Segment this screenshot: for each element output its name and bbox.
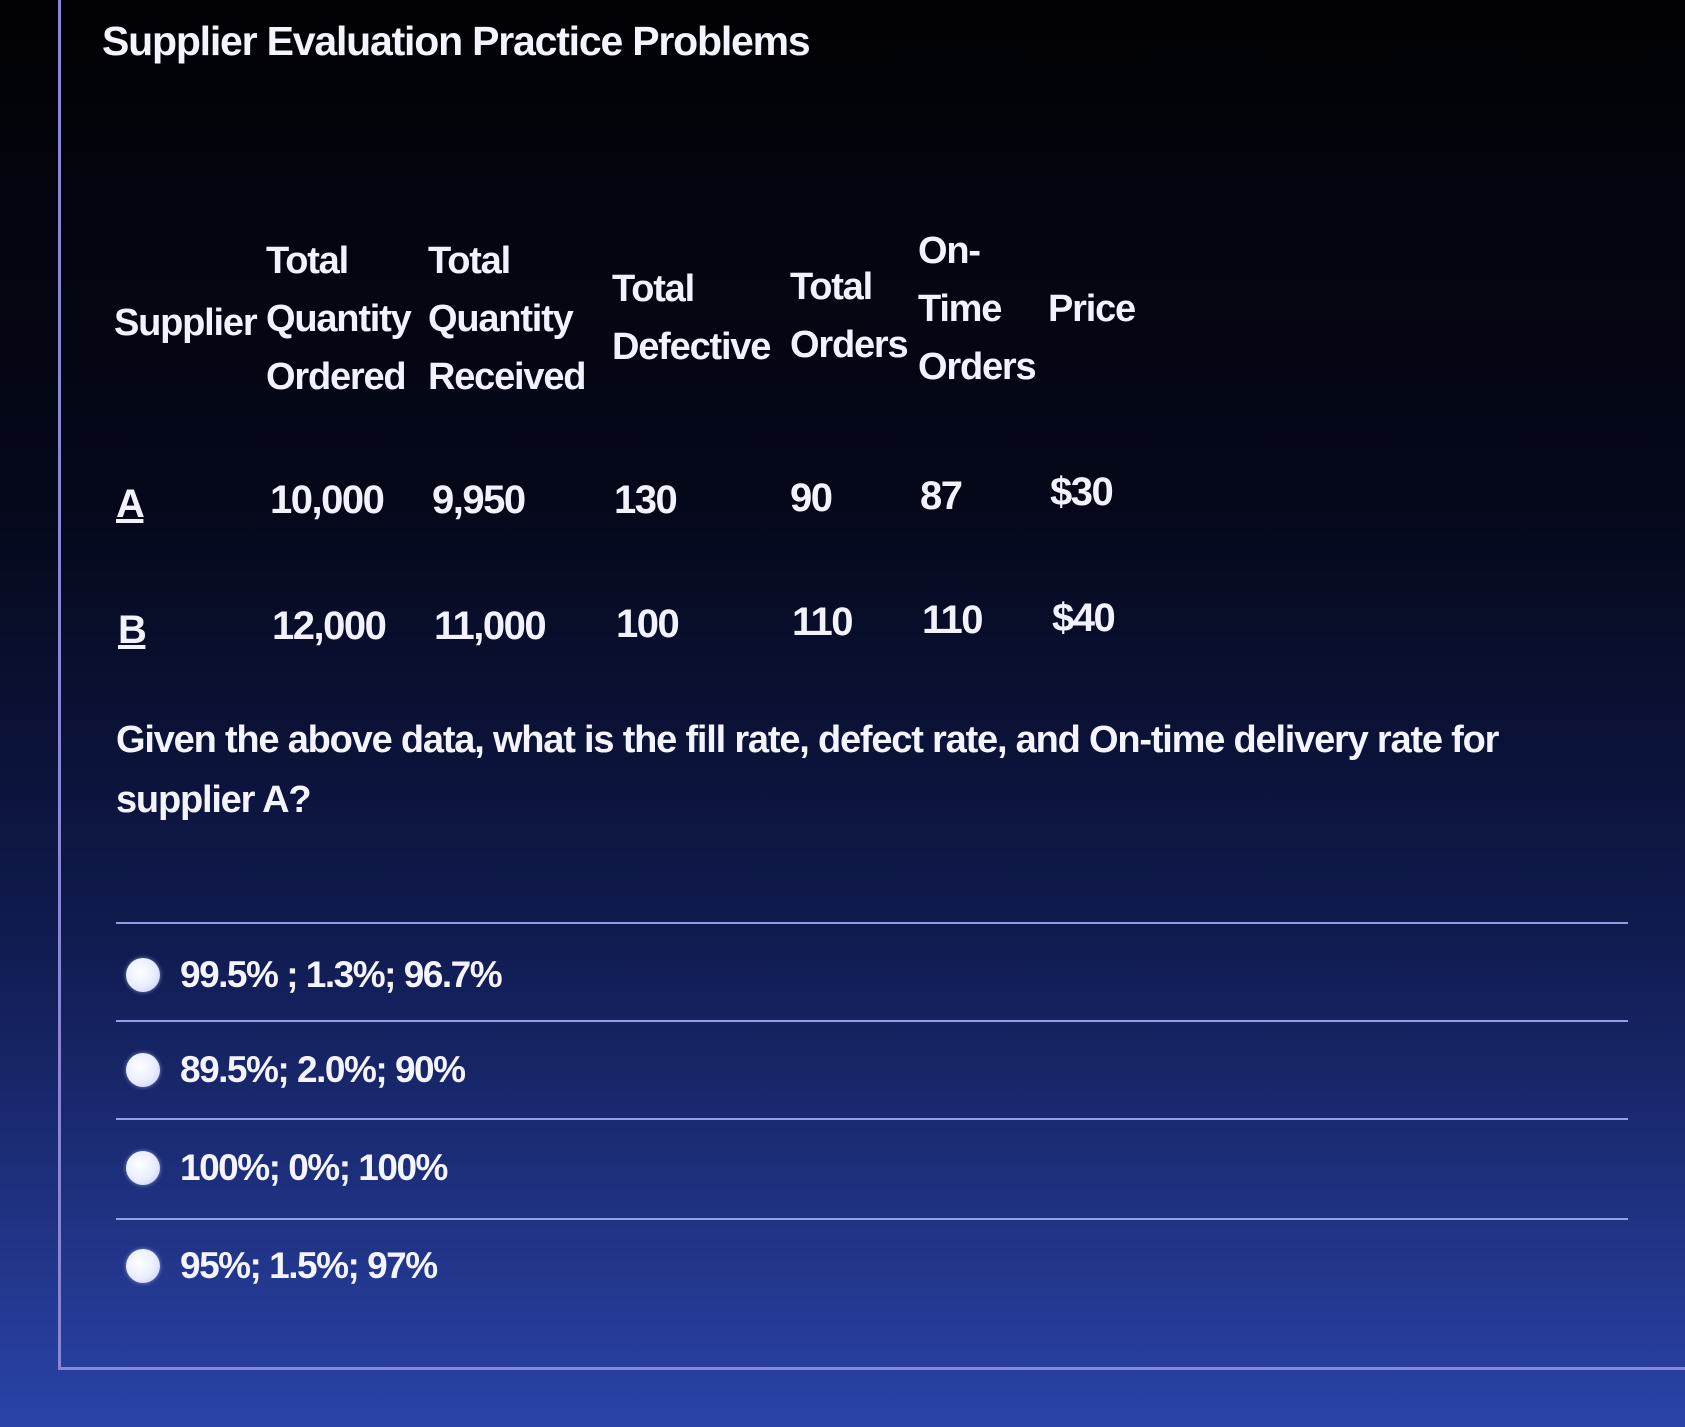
row-b-qty-ordered: 12,000 xyxy=(272,604,387,648)
row-b-orders: 110 xyxy=(792,600,854,644)
question-text: Given the above data, what is the fill r… xyxy=(116,719,1499,821)
header-line: Total xyxy=(790,266,873,308)
row-b-supplier: B xyxy=(118,608,147,652)
header-line: Quantity xyxy=(428,298,574,340)
row-a-orders: 90 xyxy=(790,476,833,520)
header-orders: Total Orders xyxy=(790,258,909,374)
header-line: Total xyxy=(612,268,695,310)
divider xyxy=(116,922,1628,924)
header-line: Time xyxy=(918,288,1002,330)
header-line: Total xyxy=(428,240,511,282)
header-defective: Total Defective xyxy=(612,260,771,376)
row-b-qty-received: 11,000 xyxy=(434,604,547,648)
header-line: Orders xyxy=(918,346,1037,388)
answer-option-label: 95%; 1.5%; 97% xyxy=(180,1245,438,1286)
divider xyxy=(116,1118,1628,1120)
header-line: On- xyxy=(918,230,981,272)
row-a-qty-ordered: 10,000 xyxy=(270,478,385,522)
header-supplier-line: Supplier xyxy=(114,302,258,344)
row-b-defective: 100 xyxy=(616,602,680,646)
header-supplier: Supplier xyxy=(114,294,258,352)
answer-option-2[interactable]: 89.5%; 2.0%; 90% xyxy=(126,1040,466,1100)
header-line: Quantity xyxy=(266,298,412,340)
header-on-time: On- Time Orders xyxy=(918,222,1037,396)
page-title: Supplier Evaluation Practice Problems xyxy=(102,18,811,64)
row-a-supplier: A xyxy=(116,482,145,526)
header-line: Received xyxy=(428,356,586,398)
header-line: Ordered xyxy=(266,356,407,398)
answer-option-label: 99.5% ; 1.3%; 96.7% xyxy=(180,954,503,995)
header-line: Total xyxy=(266,240,349,282)
answer-option-1[interactable]: 99.5% ; 1.3%; 96.7% xyxy=(126,945,503,1005)
row-a-price: $30 xyxy=(1050,470,1114,514)
answer-option-4[interactable]: 95%; 1.5%; 97% xyxy=(126,1236,438,1296)
answer-option-label: 100%; 0%; 100% xyxy=(180,1147,448,1188)
header-qty-received: Total Quantity Received xyxy=(428,232,586,406)
radio-button-icon[interactable] xyxy=(126,1249,160,1283)
row-a-defective: 130 xyxy=(614,478,678,522)
content-panel xyxy=(58,0,1685,1370)
row-b-on-time: 110 xyxy=(922,598,984,642)
header-qty-ordered: Total Quantity Ordered xyxy=(266,232,412,406)
answer-option-label: 89.5%; 2.0%; 90% xyxy=(180,1049,466,1090)
radio-button-icon[interactable] xyxy=(126,1053,160,1087)
header-line: Defective xyxy=(612,326,771,368)
header-price: Price xyxy=(1048,280,1136,338)
header-line: Orders xyxy=(790,324,909,366)
header-line: Price xyxy=(1048,288,1136,330)
radio-button-icon[interactable] xyxy=(126,1151,160,1185)
row-b-price: $40 xyxy=(1052,596,1116,640)
row-a-on-time: 87 xyxy=(920,474,963,518)
divider xyxy=(116,1020,1628,1022)
divider xyxy=(116,1218,1628,1220)
answer-option-3[interactable]: 100%; 0%; 100% xyxy=(126,1138,448,1198)
row-a-qty-received: 9,950 xyxy=(432,478,526,522)
radio-button-icon[interactable] xyxy=(126,958,160,992)
